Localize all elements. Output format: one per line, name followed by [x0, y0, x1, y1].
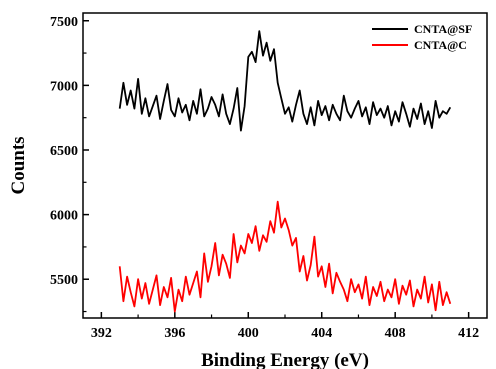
y-tick-label: 7000	[50, 79, 78, 94]
legend: CNTA@SF CNTA@C	[372, 22, 472, 52]
x-tick-label: 404	[311, 326, 332, 341]
tick-labels: 392 396 400 404 408 412 5500 6000 6500 7000 7500	[50, 15, 479, 341]
y-tick-label: 6500	[50, 144, 78, 159]
series-line-cnta-sf	[118, 30, 452, 132]
series-lines	[118, 30, 452, 313]
x-tick-label: 408	[385, 326, 406, 341]
series-line-cnta-c	[118, 200, 452, 313]
y-tick-label: 6000	[50, 209, 78, 224]
y-tick-label: 5500	[50, 273, 78, 288]
y-tick-label: 7500	[50, 15, 78, 30]
x-tick-label: 396	[164, 326, 185, 341]
x-tick-label: 400	[238, 326, 259, 341]
y-axis-label: Counts	[8, 136, 29, 194]
x-axis-label: Binding Energy (eV)	[201, 350, 369, 369]
x-tick-label: 412	[458, 326, 479, 341]
plot-frame	[82, 12, 488, 319]
legend-label-cnta-c: CNTA@C	[414, 38, 467, 52]
x-tick-label: 392	[91, 326, 112, 341]
legend-label-cnta-sf: CNTA@SF	[414, 22, 472, 36]
